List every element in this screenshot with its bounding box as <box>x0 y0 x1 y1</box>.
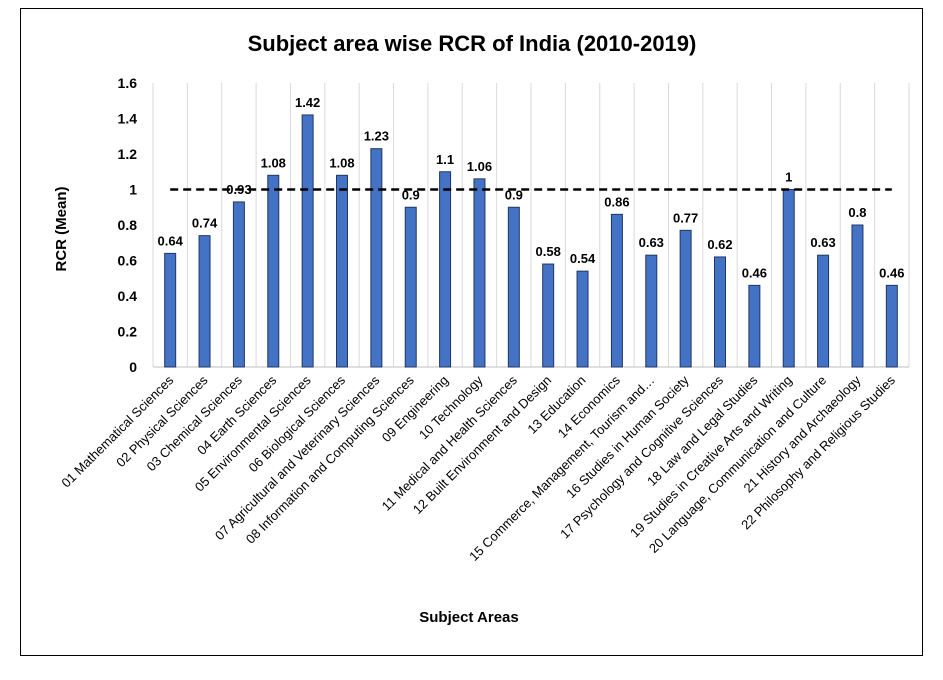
data-label: 0.74 <box>192 216 218 231</box>
data-label: 1.08 <box>261 155 286 170</box>
bar <box>370 148 383 368</box>
y-tick-label: 0.8 <box>118 217 138 233</box>
bar <box>439 171 452 368</box>
data-label: 1.23 <box>364 129 389 144</box>
chart-title: Subject area wise RCR of India (2010-201… <box>248 31 697 56</box>
bar <box>748 284 761 368</box>
bar <box>473 178 486 368</box>
bar <box>714 256 726 368</box>
grid-layer <box>152 83 910 368</box>
bar <box>851 224 864 368</box>
bar <box>232 201 245 368</box>
bar <box>507 206 520 368</box>
data-label: 0.63 <box>810 235 835 250</box>
bar-layer <box>164 114 898 368</box>
bar <box>542 263 555 368</box>
bar <box>301 114 314 368</box>
bar <box>576 270 589 368</box>
y-tick-label: 1.4 <box>118 111 138 127</box>
data-label: 0.86 <box>604 194 629 209</box>
data-label: 0.54 <box>570 251 596 266</box>
bar <box>336 174 348 368</box>
bar <box>198 235 211 368</box>
bar <box>610 213 623 368</box>
y-tick-layer: 0 0.2 0.4 0.6 0.8 1 1.2 1.4 1.6 <box>118 75 138 375</box>
data-label: 0.93 <box>226 182 251 197</box>
data-label: 0.9 <box>505 187 523 202</box>
y-axis-title: RCR (Mean) <box>53 186 70 271</box>
data-label: 1.06 <box>467 159 492 174</box>
x-axis-title: Subject Areas <box>419 609 519 626</box>
bar <box>404 206 417 368</box>
data-label: 0.46 <box>742 265 767 280</box>
data-label: 0.62 <box>707 237 732 252</box>
data-label: 1.1 <box>436 152 454 167</box>
y-tick-label: 1.2 <box>118 146 138 162</box>
bar <box>782 189 795 368</box>
data-label: 0.9 <box>402 187 420 202</box>
chart-svg: Subject area wise RCR of India (2010-201… <box>53 31 910 626</box>
data-label: 0.77 <box>673 210 698 225</box>
y-tick-label: 0.6 <box>118 253 138 269</box>
chart-frame: Subject area wise RCR of India (2010-201… <box>20 8 923 656</box>
y-tick-label: 1 <box>129 182 137 198</box>
y-tick-label: 0 <box>129 359 137 375</box>
y-tick-label: 1.6 <box>118 75 138 91</box>
bar <box>885 284 898 368</box>
data-label-layer: 0.64 0.74 0.93 1.08 1.42 1.08 1.23 0.9 1.1 1.06 0.… <box>158 95 905 280</box>
data-label: 0.63 <box>639 235 664 250</box>
bar <box>267 174 280 368</box>
bar <box>164 252 177 368</box>
data-label: 1.08 <box>329 155 354 170</box>
data-label: 0.46 <box>879 265 904 280</box>
y-tick-label: 0.4 <box>118 288 138 304</box>
bar <box>817 254 830 368</box>
data-label: 0.64 <box>158 233 184 248</box>
data-label: 1 <box>785 170 792 185</box>
y-tick-label: 0.2 <box>118 324 138 340</box>
bar <box>679 229 692 368</box>
data-label: 1.42 <box>295 95 320 110</box>
data-label: 0.8 <box>848 205 866 220</box>
data-label: 0.58 <box>536 244 561 259</box>
bar <box>645 254 658 368</box>
